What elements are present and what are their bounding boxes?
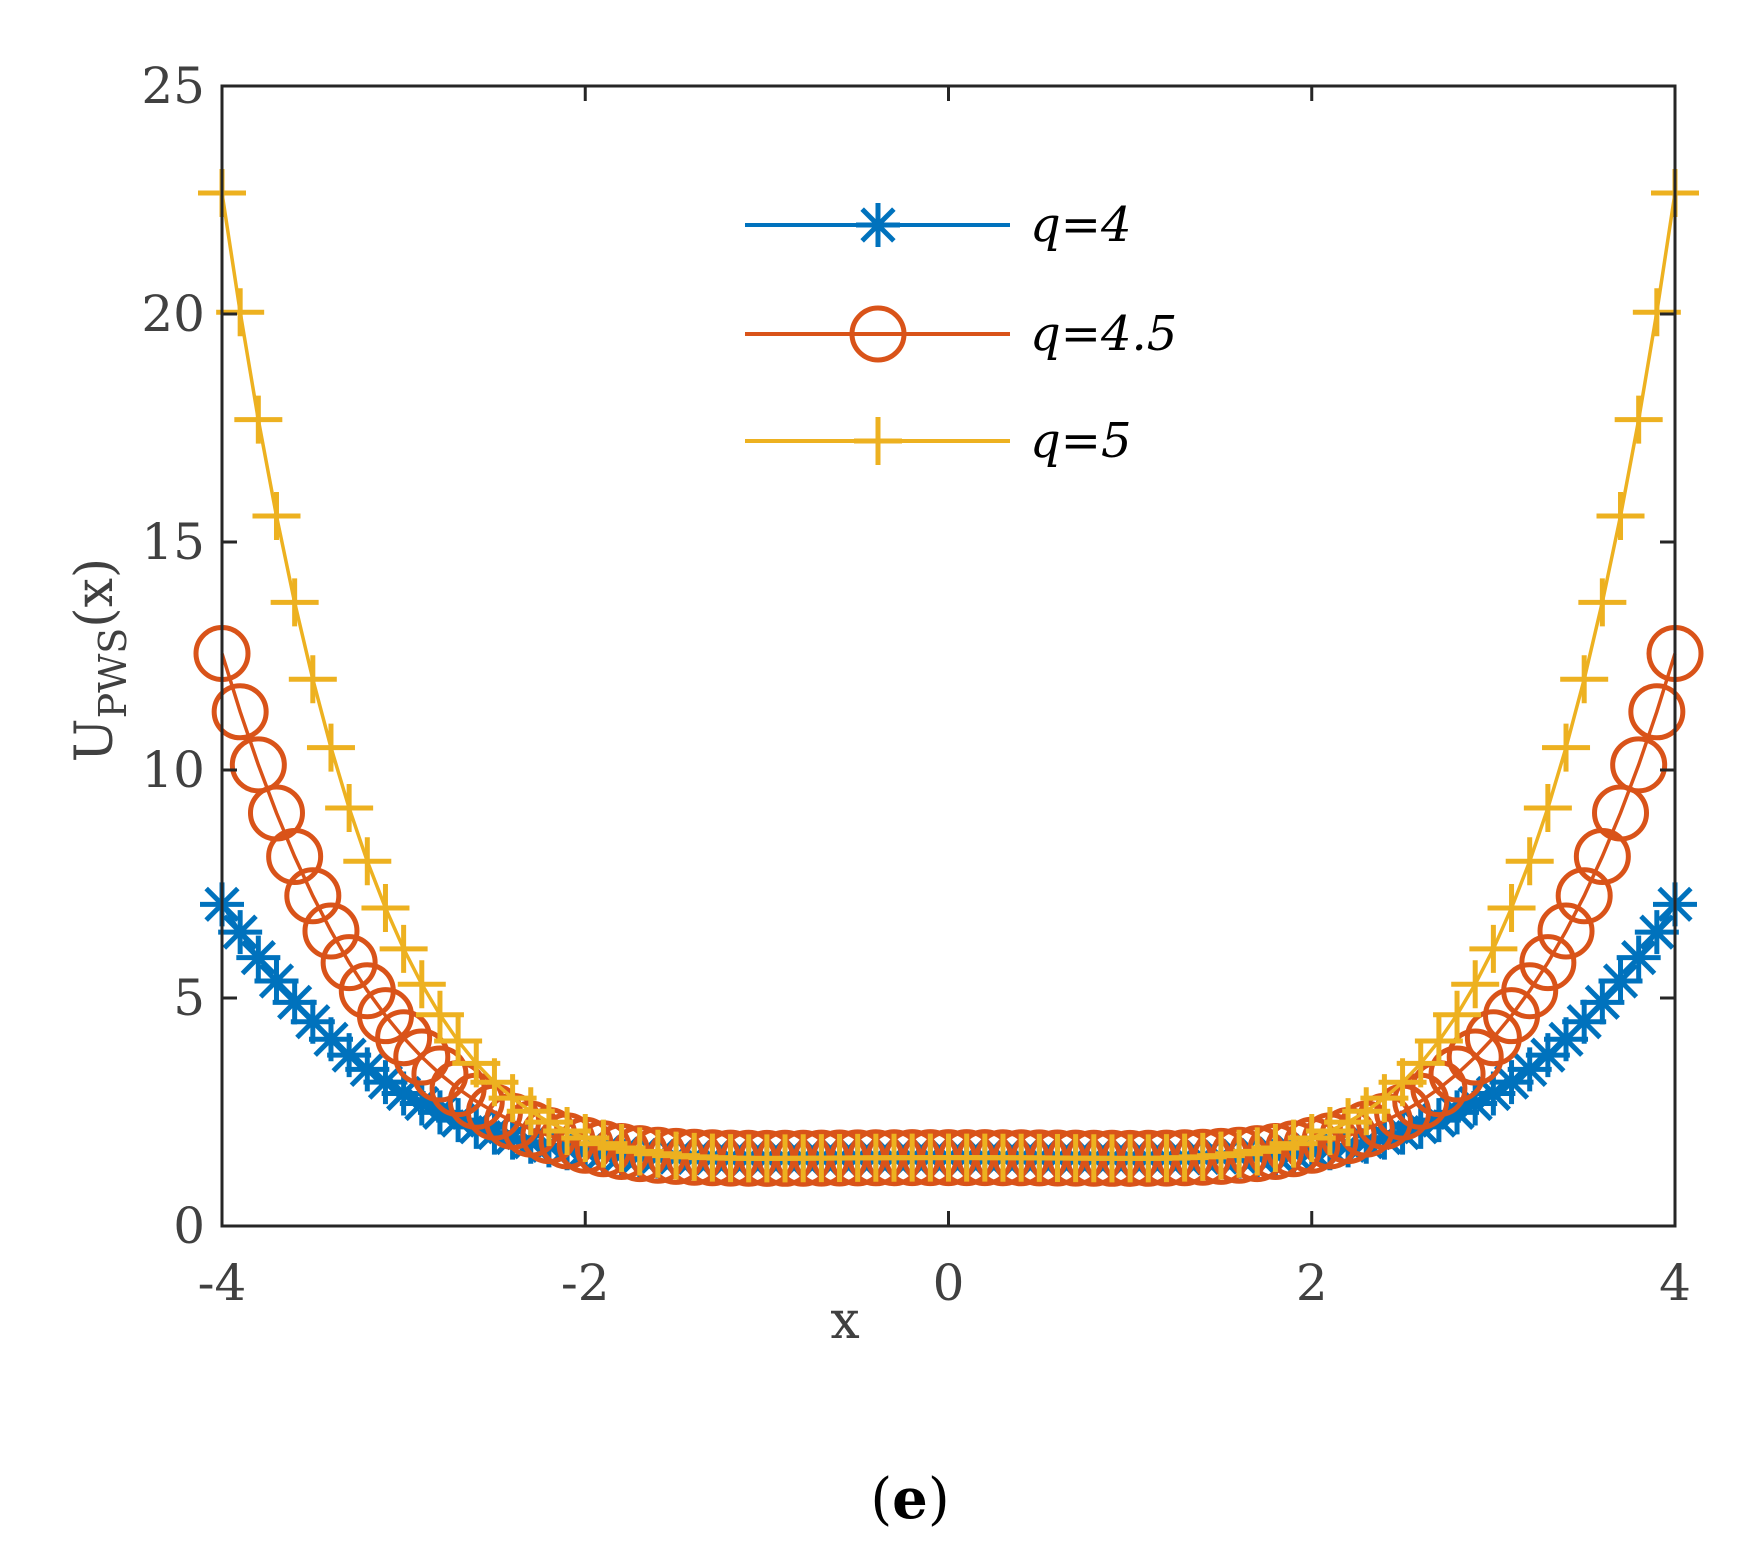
x-tick-label-2: 0 — [933, 1254, 965, 1312]
series-2-point-74 — [1537, 902, 1595, 960]
series-3-point-1 — [216, 288, 265, 337]
series-3-point-69 — [1451, 960, 1500, 1009]
x-tick-label-1: -2 — [561, 1254, 610, 1312]
series-3-point-78 — [1614, 395, 1663, 444]
legend: q=4 q=4.5 q=5 — [745, 197, 1177, 469]
series-3-point-2 — [234, 395, 283, 444]
y-axis-label: UPWS(x) — [65, 558, 135, 762]
series-2-point-4 — [266, 828, 324, 886]
series-3-point-10 — [379, 924, 428, 973]
panel-label-close: ) — [928, 1467, 950, 1532]
series-2-point-7 — [320, 934, 378, 992]
series-2-point-9 — [356, 987, 414, 1045]
series-3-point-6 — [306, 723, 355, 772]
series-1-point-73 — [1525, 1033, 1570, 1078]
y-axis-label-main: U — [65, 718, 125, 762]
x-tick-label-0: -4 — [198, 1254, 247, 1312]
series-3-point-77 — [1596, 492, 1645, 541]
series-2-point-75 — [1555, 867, 1613, 925]
series-1-point-7 — [327, 1033, 372, 1078]
series-2-point-12 — [411, 1045, 469, 1103]
series-layer — [193, 168, 1704, 1187]
series-3-point-76 — [1578, 578, 1627, 627]
series-3-point-75 — [1560, 655, 1609, 704]
legend-marker-1 — [856, 203, 900, 247]
series-2-point-73 — [1519, 934, 1577, 992]
series-3-point-9 — [361, 884, 410, 933]
axes-background — [222, 86, 1675, 1226]
ticks-layer: -4 -2 0 2 4 0 5 10 15 20 25 — [141, 57, 1691, 1312]
legend-entry-2: q=4.5 — [745, 305, 1177, 363]
y-axis-label-group: UPWS(x) — [65, 558, 135, 762]
series-3-point-5 — [288, 655, 337, 704]
series-3-point-72 — [1505, 837, 1554, 886]
y-tick-label-4: 20 — [141, 285, 205, 343]
legend-marker-3 — [854, 417, 902, 465]
series-1-point-78 — [1616, 935, 1661, 980]
panel-label: (e) — [870, 1466, 949, 1532]
series-1-point-74 — [1544, 1017, 1589, 1062]
series-2-point-1 — [211, 683, 269, 741]
series-2-point-11 — [393, 1028, 451, 1086]
y-axis-label-subscript: PWS — [91, 628, 135, 719]
series-2-point-2 — [229, 736, 287, 794]
series-1-point-1 — [218, 910, 263, 955]
series-3-point-71 — [1487, 884, 1536, 933]
x-axis-label: x — [830, 1291, 859, 1351]
series-1-point-2 — [236, 935, 281, 980]
series-2-point-69 — [1446, 1028, 1504, 1086]
legend-entry-3: q=5 — [745, 413, 1131, 469]
y-tick-label-2: 10 — [141, 741, 205, 799]
series-3-point-67 — [1414, 1017, 1463, 1066]
series-3-point-4 — [270, 578, 319, 627]
y-tick-label-3: 15 — [141, 513, 205, 571]
series-3-point-73 — [1523, 784, 1572, 833]
series-2-point-70 — [1464, 1009, 1522, 1067]
series-1-point-79 — [1634, 910, 1679, 955]
y-tick-label-1: 5 — [173, 969, 205, 1027]
series-3-point-8 — [343, 837, 392, 886]
x-tick-label-3: 2 — [1296, 1254, 1328, 1312]
panel-label-letter: e — [892, 1466, 928, 1532]
legend-entry-1: q=4 — [745, 197, 1131, 253]
series-2-point-6 — [302, 902, 360, 960]
series-1-point-77 — [1598, 959, 1643, 1004]
series-3-point-7 — [325, 784, 374, 833]
series-2-point-10 — [375, 1009, 433, 1067]
series-3-point-68 — [1433, 990, 1482, 1039]
y-axis-label-tail: (x) — [65, 558, 125, 628]
y-tick-label-5: 25 — [141, 57, 205, 115]
legend-label-1: q=4 — [1030, 197, 1131, 253]
series-2-point-72 — [1501, 962, 1559, 1020]
series-3-point-70 — [1469, 924, 1518, 973]
series-1-point-72 — [1507, 1047, 1552, 1092]
series-3-point-79 — [1632, 288, 1681, 337]
series-2-point-77 — [1592, 784, 1650, 842]
series-3-point-3 — [252, 492, 301, 541]
series-2-point-68 — [1428, 1045, 1486, 1103]
series-3-point-12 — [415, 990, 464, 1039]
y-tick-label-0: 0 — [173, 1197, 205, 1255]
series-2-point-79 — [1628, 683, 1686, 741]
x-tick-label-4: 4 — [1659, 1254, 1691, 1312]
series-3-point-74 — [1542, 723, 1591, 772]
series-1-point-6 — [308, 1017, 353, 1062]
panel-label-open: ( — [870, 1467, 892, 1532]
legend-label-3: q=5 — [1030, 413, 1131, 469]
series-2-point-78 — [1610, 736, 1668, 794]
legend-label-2: q=4.5 — [1030, 306, 1177, 362]
plot-area — [222, 86, 1675, 1226]
series-3-point-11 — [397, 960, 446, 1009]
legend-marker-2 — [849, 305, 907, 363]
series-2-point-5 — [284, 867, 342, 925]
series-1-point-5 — [290, 999, 335, 1044]
